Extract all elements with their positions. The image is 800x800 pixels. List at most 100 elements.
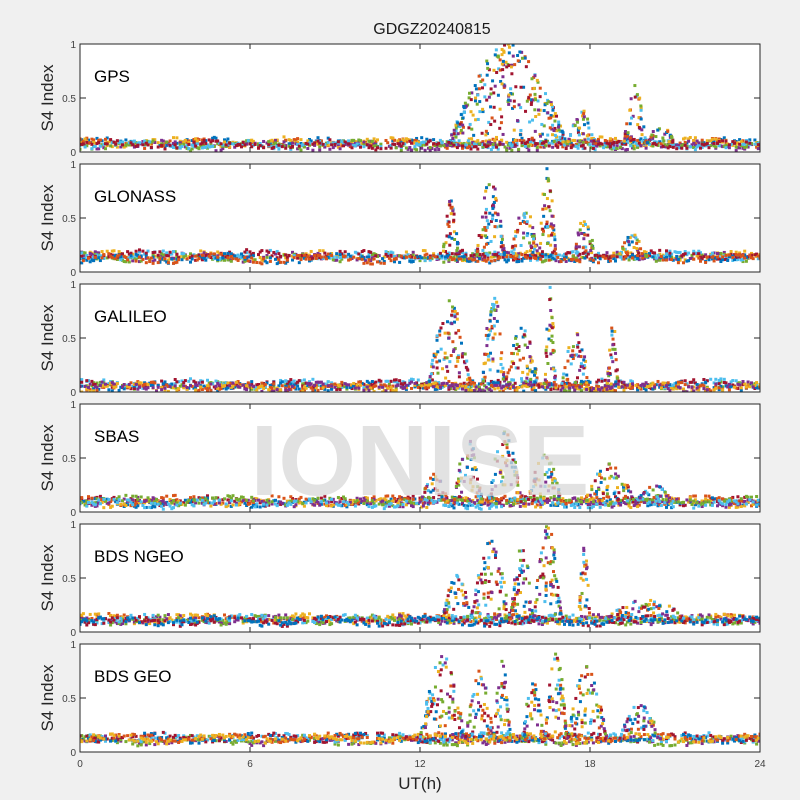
point xyxy=(367,139,371,143)
point xyxy=(502,49,506,53)
point xyxy=(304,253,308,257)
point xyxy=(263,383,267,387)
point xyxy=(653,256,657,260)
point xyxy=(733,385,736,389)
point xyxy=(294,142,298,146)
point xyxy=(192,140,196,144)
point xyxy=(469,389,473,392)
point xyxy=(676,251,680,255)
point xyxy=(614,259,617,263)
point xyxy=(117,256,121,260)
point xyxy=(512,247,516,251)
point xyxy=(550,231,554,235)
point xyxy=(228,384,232,388)
point xyxy=(756,257,760,261)
point xyxy=(362,388,366,392)
point xyxy=(153,138,157,142)
point xyxy=(493,387,497,391)
point xyxy=(469,98,473,102)
point xyxy=(219,256,223,260)
point xyxy=(178,499,182,503)
point xyxy=(434,352,438,356)
point xyxy=(519,128,523,132)
point xyxy=(277,384,281,388)
point xyxy=(472,382,476,386)
point xyxy=(547,144,551,148)
y-tick-label: 0 xyxy=(70,148,76,159)
point xyxy=(561,254,565,258)
point xyxy=(675,257,679,261)
point xyxy=(330,251,334,255)
point xyxy=(226,253,230,257)
point xyxy=(590,238,594,242)
point xyxy=(551,322,555,326)
point xyxy=(443,356,447,360)
point xyxy=(134,144,138,148)
point xyxy=(605,383,609,387)
point xyxy=(187,386,191,390)
point xyxy=(572,353,576,357)
point xyxy=(428,382,432,386)
point xyxy=(88,255,92,259)
point xyxy=(486,257,490,261)
point xyxy=(517,147,521,151)
point xyxy=(251,384,255,388)
point xyxy=(139,142,143,146)
point xyxy=(202,251,206,255)
point xyxy=(527,138,531,142)
point xyxy=(653,251,657,255)
point xyxy=(486,62,490,66)
point xyxy=(352,502,356,506)
point xyxy=(540,140,544,144)
point xyxy=(462,384,466,388)
point xyxy=(109,383,113,387)
point xyxy=(739,382,743,386)
point xyxy=(712,139,716,143)
point xyxy=(551,108,555,112)
point xyxy=(173,143,177,147)
point xyxy=(751,385,755,389)
point xyxy=(248,383,252,387)
point xyxy=(637,386,641,390)
point xyxy=(538,86,542,90)
point xyxy=(175,146,179,150)
point xyxy=(549,224,553,228)
point xyxy=(282,380,286,384)
point xyxy=(493,296,497,300)
point xyxy=(620,499,624,503)
point xyxy=(467,126,471,130)
point xyxy=(87,379,90,383)
point xyxy=(602,379,606,383)
point xyxy=(175,257,179,261)
point xyxy=(637,141,641,145)
point xyxy=(209,256,213,260)
point xyxy=(548,298,552,302)
point xyxy=(161,257,165,261)
point xyxy=(411,494,415,498)
point xyxy=(539,140,543,144)
point xyxy=(161,144,165,148)
point xyxy=(614,389,617,392)
point xyxy=(420,384,424,388)
point xyxy=(531,98,535,102)
point xyxy=(756,145,760,149)
point xyxy=(502,247,506,251)
point xyxy=(612,140,616,144)
point xyxy=(156,385,160,389)
point xyxy=(719,380,723,384)
point xyxy=(420,144,424,148)
point xyxy=(529,140,532,144)
point xyxy=(308,257,311,261)
point xyxy=(410,380,413,384)
point xyxy=(190,139,194,143)
point xyxy=(436,350,440,354)
point xyxy=(511,251,515,255)
point xyxy=(489,105,493,109)
point xyxy=(451,207,455,211)
point xyxy=(177,145,181,149)
point xyxy=(675,384,679,388)
point xyxy=(216,386,220,390)
point xyxy=(700,145,704,149)
point xyxy=(301,384,305,388)
point xyxy=(475,252,479,256)
